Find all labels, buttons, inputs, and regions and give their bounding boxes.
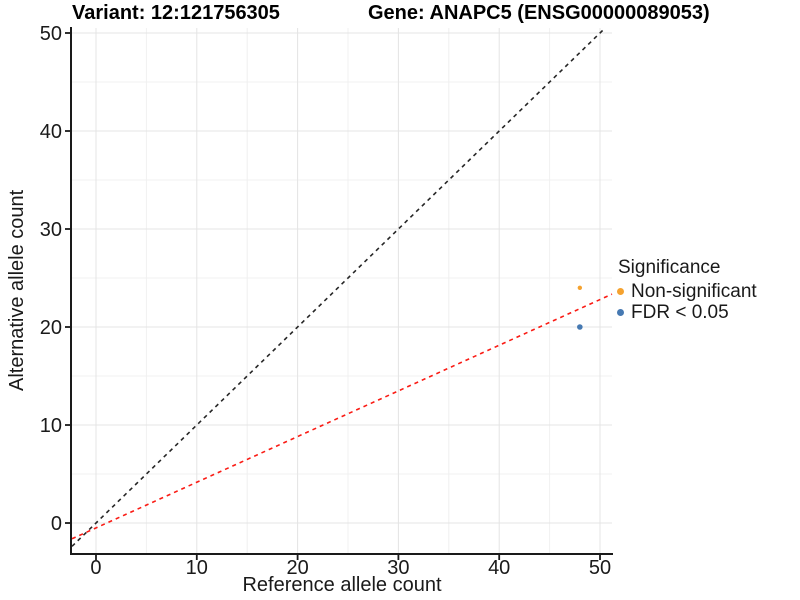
x-tick-label: 30: [387, 557, 409, 579]
y-tick-label: 10: [40, 415, 62, 437]
legend-item-label: Non-significant: [631, 280, 757, 302]
x-tick-label: 10: [186, 557, 208, 579]
y-tick-label: 40: [40, 121, 62, 143]
data-point: [577, 324, 583, 330]
y-tick-label: 0: [51, 513, 62, 535]
y-tick-label: 20: [40, 317, 62, 339]
fit-line: [71, 293, 613, 540]
x-tick-label: 20: [286, 557, 308, 579]
y-tick-label: 50: [40, 23, 62, 45]
legend-title: Significance: [618, 257, 721, 278]
legend-item: Non-significant: [612, 281, 757, 302]
y-axis-label: Alternative allele count: [6, 189, 28, 392]
legend-items: Non-significant FDR < 0.05: [612, 281, 757, 323]
legend: Significance Non-significant FDR < 0.05: [612, 257, 757, 323]
legend-item: FDR < 0.05: [612, 302, 757, 323]
gene-title: Gene: ANAPC5 (ENSG00000089053): [368, 2, 710, 24]
identity-line: [71, 27, 606, 547]
variant-title: Variant: 12:121756305: [72, 2, 280, 24]
x-tick-label: 40: [488, 557, 510, 579]
legend-key-dot: [617, 309, 624, 316]
legend-key-dot: [617, 288, 624, 295]
data-point: [577, 285, 583, 291]
x-tick-label: 0: [90, 557, 101, 579]
y-tick-label: 30: [40, 219, 62, 241]
x-tick-label: 50: [589, 557, 611, 579]
legend-item-label: FDR < 0.05: [631, 301, 729, 323]
x-axis-label: Reference allele count: [242, 574, 442, 596]
